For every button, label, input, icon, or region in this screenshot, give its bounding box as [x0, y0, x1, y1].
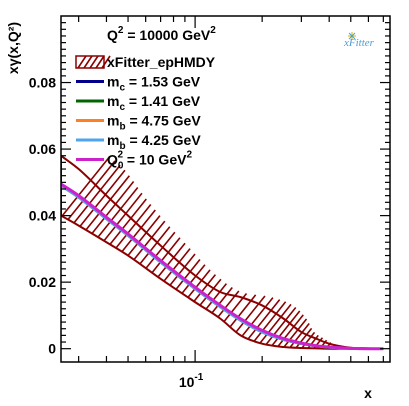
band-hatch-line	[151, 237, 181, 274]
band-hatch-line	[79, 169, 126, 227]
band-hatch-line	[265, 306, 297, 346]
legend-label: xFitter_epHMDY	[107, 54, 216, 70]
band-hatch-line	[133, 220, 166, 261]
legend-swatch-hatch	[89, 55, 99, 69]
y-axis-label: xγ(x,Q²)	[5, 22, 21, 74]
svg-text:xFitter: xFitter	[343, 37, 375, 49]
band-hatch-line	[67, 160, 116, 221]
band-hatch-line	[283, 318, 308, 348]
band-hatch-line	[205, 283, 228, 310]
legend-entry-mb_475: mb = 4.75 GeV	[76, 113, 201, 133]
band-hatch-line	[109, 198, 147, 245]
x-axis: 10-1	[78, 16, 384, 390]
band-hatch-line	[271, 310, 301, 347]
legend-entry-q0_10: Q02 = 10 GeV2	[76, 150, 192, 172]
legend-swatch-hatch	[95, 55, 105, 69]
legend-label: mb = 4.25 GeV	[107, 132, 201, 152]
legend-label: Q02 = 10 GeV2	[107, 150, 192, 172]
band-hatch-line	[103, 192, 143, 242]
y-tick-label: 0	[48, 341, 56, 357]
band-hatch-line	[127, 215, 161, 257]
legend-label: mc = 1.53 GeV	[107, 74, 201, 94]
q2-header: Q2 = 10000 GeV2	[107, 25, 216, 43]
band-hatch-line	[199, 278, 222, 306]
data-layer	[61, 154, 384, 351]
band-hatch-line	[247, 299, 281, 340]
band-hatch-line	[115, 204, 152, 249]
band-hatch-line	[61, 155, 111, 217]
y-tick-label: 0.04	[29, 208, 56, 224]
band-hatch-line	[73, 164, 121, 224]
band-hatch-line	[169, 253, 196, 286]
band-hatch-line	[91, 181, 135, 234]
xfitter-logo: xFitter	[343, 32, 375, 49]
band-hatch-line	[187, 269, 211, 298]
band-hatch-line	[289, 323, 310, 349]
band-hatch-line	[193, 274, 217, 302]
band-hatch-line	[277, 314, 304, 347]
band-hatch-line	[163, 248, 191, 282]
legend-swatch-hatch	[77, 55, 87, 69]
star-burst-icon	[348, 32, 356, 40]
legend-entry-band: xFitter_epHMDY	[75, 54, 216, 70]
legend-swatch-hatched	[75, 55, 111, 69]
band-hatch-line	[295, 327, 313, 349]
band-hatch-line	[241, 297, 274, 337]
series-line-q0_10	[61, 182, 384, 351]
legend-entry-mc_153: mc = 1.53 GeV	[76, 74, 201, 94]
band-hatch-line	[97, 186, 139, 238]
band-hatch-line	[157, 242, 186, 278]
y-axis: 0 0.02 0.04 0.06 0.08	[29, 22, 390, 357]
legend-entry-mb_425: mb = 4.25 GeV	[76, 132, 201, 152]
legend-swatch-hatch	[101, 55, 111, 69]
band-hatch-line	[175, 258, 201, 290]
band-hatch-line	[85, 175, 131, 231]
y-tick-label: 0.08	[29, 75, 56, 91]
band-hatch-line	[211, 287, 233, 314]
legend-swatch-hatch	[83, 55, 93, 69]
band-hatch-line	[139, 226, 171, 265]
legend-label: mb = 4.75 GeV	[107, 113, 201, 133]
band-hatch-line	[145, 231, 176, 269]
x-axis-label: x	[364, 385, 372, 401]
series-lines	[61, 182, 384, 351]
band-hatch-line	[259, 303, 292, 344]
band-hatch-line	[253, 301, 287, 342]
legend-label: mc = 1.41 GeV	[107, 93, 201, 113]
legend-entry-mc_141: mc = 1.41 GeV	[76, 93, 201, 113]
y-tick-label: 0.06	[29, 141, 56, 157]
band-hatch-lines	[61, 155, 352, 350]
band-hatch-line	[235, 295, 266, 333]
band-hatch-line	[121, 209, 156, 253]
y-tick-label: 0.02	[29, 274, 56, 290]
x-tick-label: 10-1	[179, 372, 204, 390]
band-hatch-line	[181, 264, 206, 294]
